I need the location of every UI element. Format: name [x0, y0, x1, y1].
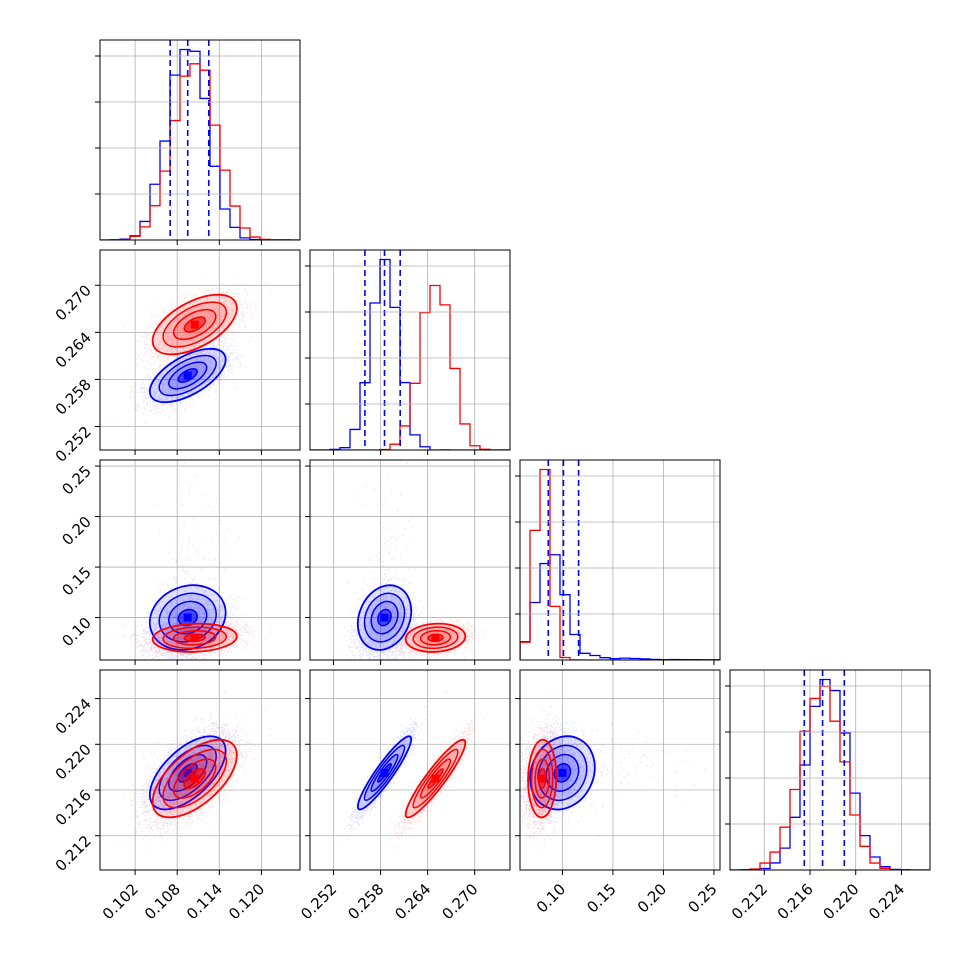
x-tick-label: 0.270	[438, 880, 481, 923]
y-tick-label: 0.270	[52, 281, 95, 324]
density-peak-series-0	[380, 768, 389, 777]
scatter-series-0	[338, 690, 447, 843]
scatter-series-0	[520, 690, 719, 843]
x-tick-label: 0.224	[865, 880, 908, 923]
x-tick-label: 0.252	[297, 880, 340, 923]
panel-frame	[309, 249, 511, 451]
panel-frame	[519, 459, 721, 661]
panel-content	[338, 690, 485, 849]
density-peak-series-1	[538, 774, 547, 783]
panel-frame	[99, 459, 301, 661]
histogram-series-1	[520, 468, 720, 660]
x-tick-label: 0.25	[684, 880, 720, 916]
panel-content	[338, 462, 485, 660]
y-tick-label: 0.20	[58, 513, 94, 549]
panel-2-2	[515, 459, 721, 665]
y-tick-label: 0.252	[52, 423, 95, 466]
y-tick-label: 0.216	[52, 786, 95, 829]
panel-frame	[729, 669, 931, 871]
y-tick-label: 0.25	[58, 462, 94, 498]
panel-content	[111, 276, 272, 424]
panel-frame	[99, 39, 301, 241]
panel-3-1	[305, 669, 511, 875]
panel-content	[730, 670, 930, 870]
x-tick-label: 0.212	[728, 880, 771, 923]
density-peak-series-1	[190, 774, 199, 783]
panel-0-0	[95, 39, 301, 245]
histogram-series-0	[100, 48, 300, 240]
density-peak-series-0	[183, 613, 192, 622]
scatter-series-0	[338, 462, 447, 660]
x-tick-label: 0.10	[533, 880, 569, 916]
density-peak-series-1	[190, 320, 199, 329]
y-tick-label: 0.224	[52, 695, 95, 738]
panel-frame	[309, 459, 511, 661]
y-tick-label: 0.258	[52, 376, 95, 419]
density-peak-series-0	[558, 768, 567, 777]
panel-content	[310, 250, 510, 450]
histogram-series-1	[100, 63, 300, 240]
y-tick-label: 0.220	[52, 740, 95, 783]
y-tick-label: 0.10	[58, 614, 94, 650]
panel-content	[520, 690, 719, 849]
histogram-series-1	[310, 284, 510, 450]
x-tick-label: 0.120	[225, 880, 268, 923]
x-tick-label: 0.102	[99, 880, 142, 923]
density-peak-series-0	[380, 613, 389, 622]
x-tick-label: 0.264	[391, 880, 434, 923]
panel-content	[111, 690, 272, 849]
panel-frame	[99, 669, 301, 871]
panel-1-0	[95, 249, 301, 455]
panel-2-1	[305, 459, 511, 665]
x-tick-label: 0.20	[634, 880, 670, 916]
x-tick-label: 0.220	[819, 880, 862, 923]
panel-frame	[309, 669, 511, 871]
y-tick-label: 0.264	[52, 328, 95, 371]
panel-content	[520, 460, 720, 660]
x-tick-label: 0.114	[183, 880, 226, 923]
x-tick-label: 0.15	[583, 880, 619, 916]
panel-3-2	[515, 669, 721, 875]
panel-3-0	[95, 669, 301, 875]
panel-2-0	[95, 459, 301, 665]
y-tick-label: 0.15	[58, 563, 94, 599]
density-peak-series-1	[431, 774, 440, 783]
x-tick-label: 0.108	[141, 880, 184, 923]
density-peak-series-0	[183, 768, 192, 777]
panel-1-1	[305, 249, 511, 455]
density-peak-series-1	[431, 633, 440, 642]
panel-3-3	[725, 669, 931, 875]
y-tick-label: 0.212	[52, 832, 95, 875]
panel-content	[111, 462, 272, 660]
x-tick-label: 0.216	[774, 880, 817, 923]
density-peak-series-0	[183, 371, 192, 380]
panel-frame	[99, 249, 301, 451]
x-tick-label: 0.258	[344, 880, 387, 923]
panel-content	[100, 40, 300, 240]
density-peak-series-1	[190, 633, 199, 642]
panel-frame	[519, 669, 721, 871]
